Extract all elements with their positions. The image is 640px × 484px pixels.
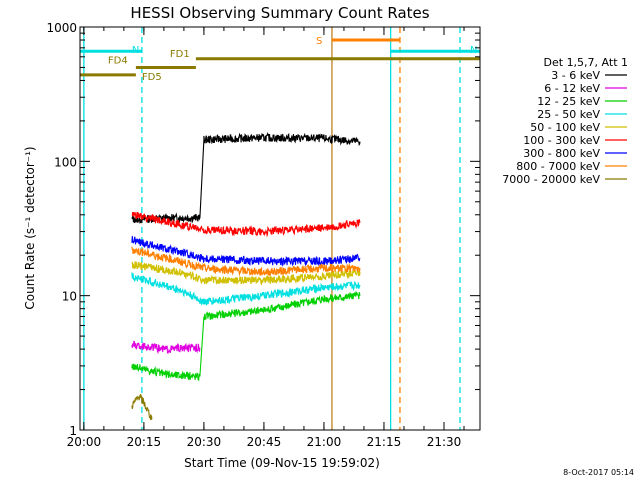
y-tick-label-3: 1000 xyxy=(46,21,77,35)
flag-label-5: FD5 xyxy=(142,72,162,83)
legend-label-4: 50 - 100 keV xyxy=(530,121,600,134)
series-trace-2 xyxy=(131,290,361,382)
flag-label-3: FD1 xyxy=(170,49,190,60)
x-tick-label-1: 20:15 xyxy=(127,435,162,449)
flag-label-4: FD4 xyxy=(108,55,128,66)
series-trace-7 xyxy=(131,246,361,277)
x-tick-label-0: 20:00 xyxy=(67,435,102,449)
series-trace-5 xyxy=(131,211,361,238)
x-axis-label: Start Time (09-Nov-15 19:59:02) xyxy=(184,456,380,470)
legend-label-1: 6 - 12 keV xyxy=(544,82,600,95)
y-tick-label-0: 1 xyxy=(69,424,77,438)
legend-label-3: 25 - 50 keV xyxy=(537,108,600,121)
x-tick-label-4: 21:00 xyxy=(307,435,342,449)
y-tick-label-1: 10 xyxy=(62,290,77,304)
series-trace-1 xyxy=(131,340,201,355)
y-tick-label-2: 100 xyxy=(54,155,77,169)
series-trace-8 xyxy=(131,393,153,421)
series-trace-0 xyxy=(131,131,361,224)
flag-bars: N N S FD1 FD4 FD5 xyxy=(80,36,480,83)
legend-label-0: 3 - 6 keV xyxy=(551,69,600,82)
legend-label-8: 7000 - 20000 keV xyxy=(502,173,600,186)
chart-title: HESSI Observing Summary Count Rates xyxy=(130,4,429,22)
series-trace-4 xyxy=(131,261,361,286)
legend-label-5: 100 - 300 keV xyxy=(523,134,600,147)
x-tick-label-2: 20:30 xyxy=(187,435,222,449)
legend-title: Det 1,5,7, Att 1 xyxy=(544,56,628,69)
x-tick-label-6: 21:30 xyxy=(427,435,462,449)
flag-label-1: N xyxy=(470,45,477,56)
series-trace-6 xyxy=(131,236,361,267)
flag-label-2: S xyxy=(316,36,322,47)
series-lines xyxy=(131,131,361,421)
legend-label-6: 300 - 800 keV xyxy=(523,147,600,160)
footer-timestamp: 8-Oct-2017 05:14 xyxy=(563,468,634,477)
series-trace-3 xyxy=(131,272,361,306)
plot-frame xyxy=(79,26,481,431)
legend-label-7: 800 - 7000 keV xyxy=(516,160,600,173)
flag-label-0: N xyxy=(132,45,139,56)
y-axis-label: Count Rate (s⁻¹ detector⁻¹) xyxy=(23,146,37,309)
legend-label-2: 12 - 25 keV xyxy=(537,95,600,108)
axes: 20:00 20:15 20:30 20:45 21:00 21:15 21:30 1 10 10… xyxy=(46,21,480,449)
x-tick-label-5: 21:15 xyxy=(367,435,402,449)
x-tick-label-3: 20:45 xyxy=(247,435,282,449)
